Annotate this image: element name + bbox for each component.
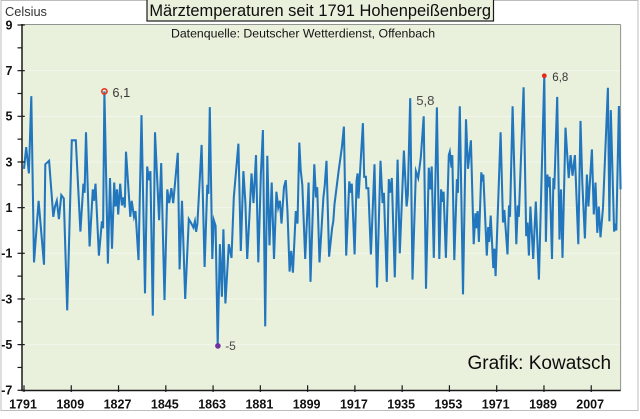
svg-text:1: 1 [5, 201, 12, 215]
svg-text:2007: 2007 [576, 397, 604, 411]
svg-text:6,8: 6,8 [552, 72, 568, 84]
svg-text:1917: 1917 [340, 397, 368, 411]
svg-text:Datenquelle: Deutscher Wetterd: Datenquelle: Deutscher Wetterdienst, Off… [171, 26, 435, 40]
svg-text:-5: -5 [225, 339, 236, 353]
svg-text:Grafik: Kowatsch: Grafik: Kowatsch [468, 353, 612, 374]
svg-text:1809: 1809 [56, 397, 84, 411]
svg-text:9: 9 [5, 18, 12, 32]
svg-text:-1: -1 [1, 247, 12, 261]
svg-text:-3: -3 [1, 292, 12, 306]
svg-text:5,8: 5,8 [416, 93, 434, 108]
svg-text:1953: 1953 [434, 397, 462, 411]
svg-text:1971: 1971 [482, 397, 510, 411]
svg-text:1827: 1827 [104, 397, 132, 411]
svg-text:1881: 1881 [245, 397, 273, 411]
svg-text:1845: 1845 [151, 397, 179, 411]
svg-text:-5: -5 [1, 338, 12, 352]
svg-text:5: 5 [5, 110, 12, 124]
svg-text:1989: 1989 [529, 397, 557, 411]
svg-text:1863: 1863 [198, 397, 226, 411]
svg-text:3: 3 [5, 155, 12, 169]
svg-text:Celsius: Celsius [5, 4, 47, 19]
svg-text:1935: 1935 [387, 397, 415, 411]
svg-text:7: 7 [5, 64, 12, 78]
svg-text:Märztemperaturen seit 1791 Hoh: Märztemperaturen seit 1791 Hohenpeißenbe… [149, 2, 491, 20]
svg-text:1791: 1791 [9, 397, 37, 411]
svg-text:1899: 1899 [293, 397, 321, 411]
svg-text:6,1: 6,1 [112, 85, 130, 100]
svg-text:-7: -7 [1, 384, 12, 398]
